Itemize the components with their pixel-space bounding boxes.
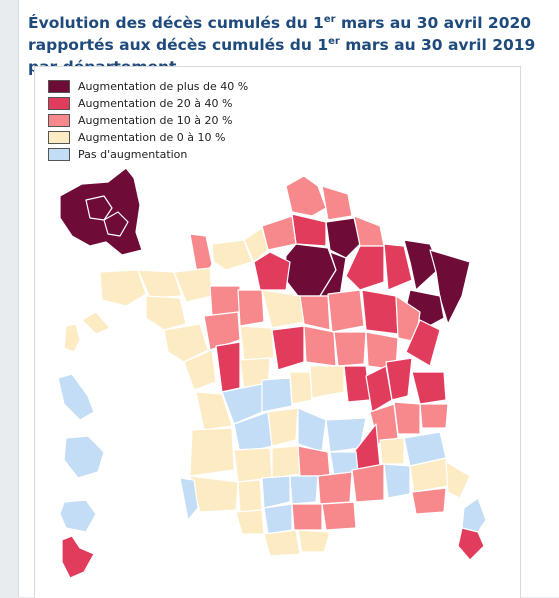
department-region xyxy=(333,331,367,367)
legend-swatch xyxy=(48,80,70,93)
legend-swatch xyxy=(48,114,70,127)
region-guadeloupe-east xyxy=(81,311,111,335)
department-region xyxy=(383,243,413,291)
ile-de-france-inset xyxy=(59,167,143,256)
legend-label: Pas d'augmentation xyxy=(78,148,188,161)
department-region xyxy=(261,289,305,329)
department-region xyxy=(429,249,471,325)
department-region xyxy=(243,227,269,263)
department-region xyxy=(267,407,299,447)
legend-item: Augmentation de 10 à 20 % xyxy=(48,112,248,129)
region-idf-inner1 xyxy=(85,195,113,221)
department-region xyxy=(237,479,263,513)
department-region xyxy=(215,341,241,393)
legend-item: Augmentation de 20 à 40 % xyxy=(48,95,248,112)
department-region xyxy=(179,477,199,521)
department-region xyxy=(383,463,411,499)
department-region xyxy=(195,391,233,431)
department-region xyxy=(361,289,399,335)
mainland-france xyxy=(99,175,487,561)
department-region xyxy=(173,267,213,303)
department-region xyxy=(297,529,331,553)
department-region xyxy=(457,527,485,561)
department-region xyxy=(271,445,301,479)
department-region xyxy=(263,503,293,535)
department-region xyxy=(411,487,447,515)
legend-item: Augmentation de 0 à 10 % xyxy=(48,129,248,146)
department-region xyxy=(419,403,449,429)
department-region xyxy=(461,497,487,533)
department-region xyxy=(285,175,327,217)
department-region xyxy=(343,365,371,403)
department-region xyxy=(263,529,301,557)
department-region xyxy=(189,427,235,477)
legend-label: Augmentation de 0 à 10 % xyxy=(78,131,226,144)
legend-swatch xyxy=(48,131,70,144)
map-legend: Augmentation de plus de 40 % Augmentatio… xyxy=(48,78,248,163)
department-region xyxy=(393,401,421,435)
legend-label: Augmentation de 20 à 40 % xyxy=(78,97,233,110)
department-region xyxy=(345,245,385,291)
department-region xyxy=(289,371,313,405)
department-region xyxy=(297,407,327,453)
department-region xyxy=(309,365,345,399)
region-idf-inner2 xyxy=(103,211,129,237)
department-region xyxy=(445,461,471,499)
region-guadeloupe xyxy=(63,323,81,353)
region-reunion xyxy=(59,499,97,533)
department-region xyxy=(291,503,323,531)
department-region xyxy=(411,371,447,405)
department-region xyxy=(203,311,241,351)
department-region xyxy=(99,269,147,307)
department-region xyxy=(137,269,183,299)
legend-label: Augmentation de 10 à 20 % xyxy=(78,114,233,127)
department-region xyxy=(261,475,291,509)
department-region xyxy=(211,239,253,271)
department-region xyxy=(303,325,337,367)
department-region xyxy=(325,217,361,259)
department-region xyxy=(235,509,265,535)
department-region xyxy=(297,445,331,477)
department-region xyxy=(299,295,331,331)
department-region xyxy=(239,325,275,361)
department-region xyxy=(321,185,353,221)
department-region xyxy=(321,501,357,531)
region-mayotte xyxy=(61,535,95,579)
department-region xyxy=(253,251,291,291)
department-region xyxy=(271,325,305,371)
department-region xyxy=(163,323,209,363)
department-region xyxy=(237,289,265,327)
department-region xyxy=(353,215,385,247)
department-region xyxy=(405,319,441,367)
legend-swatch xyxy=(48,97,70,110)
legend-swatch xyxy=(48,148,70,161)
department-region xyxy=(291,213,327,247)
map-title: Évolution des décès cumulés du 1er mars … xyxy=(28,14,536,76)
department-region xyxy=(327,289,365,333)
department-region xyxy=(209,285,241,317)
department-region xyxy=(351,463,385,503)
department-region xyxy=(233,447,273,483)
legend-item: Pas d'augmentation xyxy=(48,146,248,163)
department-region xyxy=(379,437,405,465)
department-region xyxy=(385,357,413,401)
legend-item: Augmentation de plus de 40 % xyxy=(48,78,248,95)
region-martinique xyxy=(57,373,95,421)
department-region xyxy=(261,377,293,413)
department-region xyxy=(145,295,187,331)
department-region xyxy=(289,475,319,505)
region-guyane xyxy=(63,435,105,479)
legend-label: Augmentation de plus de 40 % xyxy=(78,80,249,93)
department-region xyxy=(183,349,217,391)
department-region xyxy=(317,471,353,505)
